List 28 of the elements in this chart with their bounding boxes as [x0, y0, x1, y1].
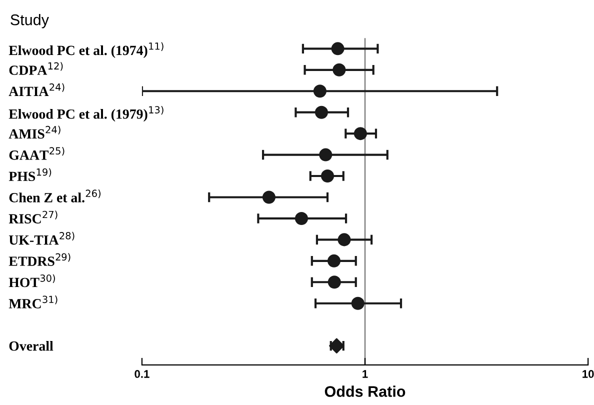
x-axis-title: Odds Ratio: [324, 386, 406, 397]
x-tick-label: 1: [362, 370, 368, 378]
y-tick-label: CDPA$^{12)}$: [9, 62, 63, 75]
y-tick-label: UK-TIA$^{28)}$: [8, 232, 74, 245]
y-tick-label: Elwood PC et al. (1974)$^{11)}$: [8, 42, 164, 58]
y-tick-label: Overall: [9, 340, 54, 351]
y-tick-label: Elwood PC et al. (1979)$^{13)}$: [8, 106, 164, 122]
x-tick-label: 0.1: [134, 370, 150, 378]
x-tick-label: 10: [582, 370, 594, 378]
y-tick-label: MRC$^{31)}$: [8, 296, 58, 308]
point: [321, 170, 334, 183]
point: [338, 233, 351, 246]
y-axis-title: Study: [10, 14, 49, 28]
point: [327, 254, 340, 268]
point: [314, 106, 328, 119]
y-tick-label: GAAT$^{25)}$: [9, 147, 64, 160]
y-tick-label: Chen Z et al.$^{26)}$: [9, 190, 100, 202]
point: [319, 148, 332, 162]
y-tick-label: PHS$^{19)}$: [8, 168, 52, 182]
y-tick-label: AMIS$^{24)}$: [8, 126, 60, 139]
y-tick-label: RISC$^{27)}$: [8, 210, 58, 224]
point: [332, 63, 346, 76]
point: [328, 276, 341, 289]
y-tick-label: HOT$^{30)}$: [8, 274, 55, 288]
point: [313, 84, 326, 98]
y-tick-label: AITIA$^{24)}$: [8, 83, 64, 96]
point: [331, 42, 344, 56]
y-tick-label: ETDRS$^{29)}$: [8, 253, 70, 266]
